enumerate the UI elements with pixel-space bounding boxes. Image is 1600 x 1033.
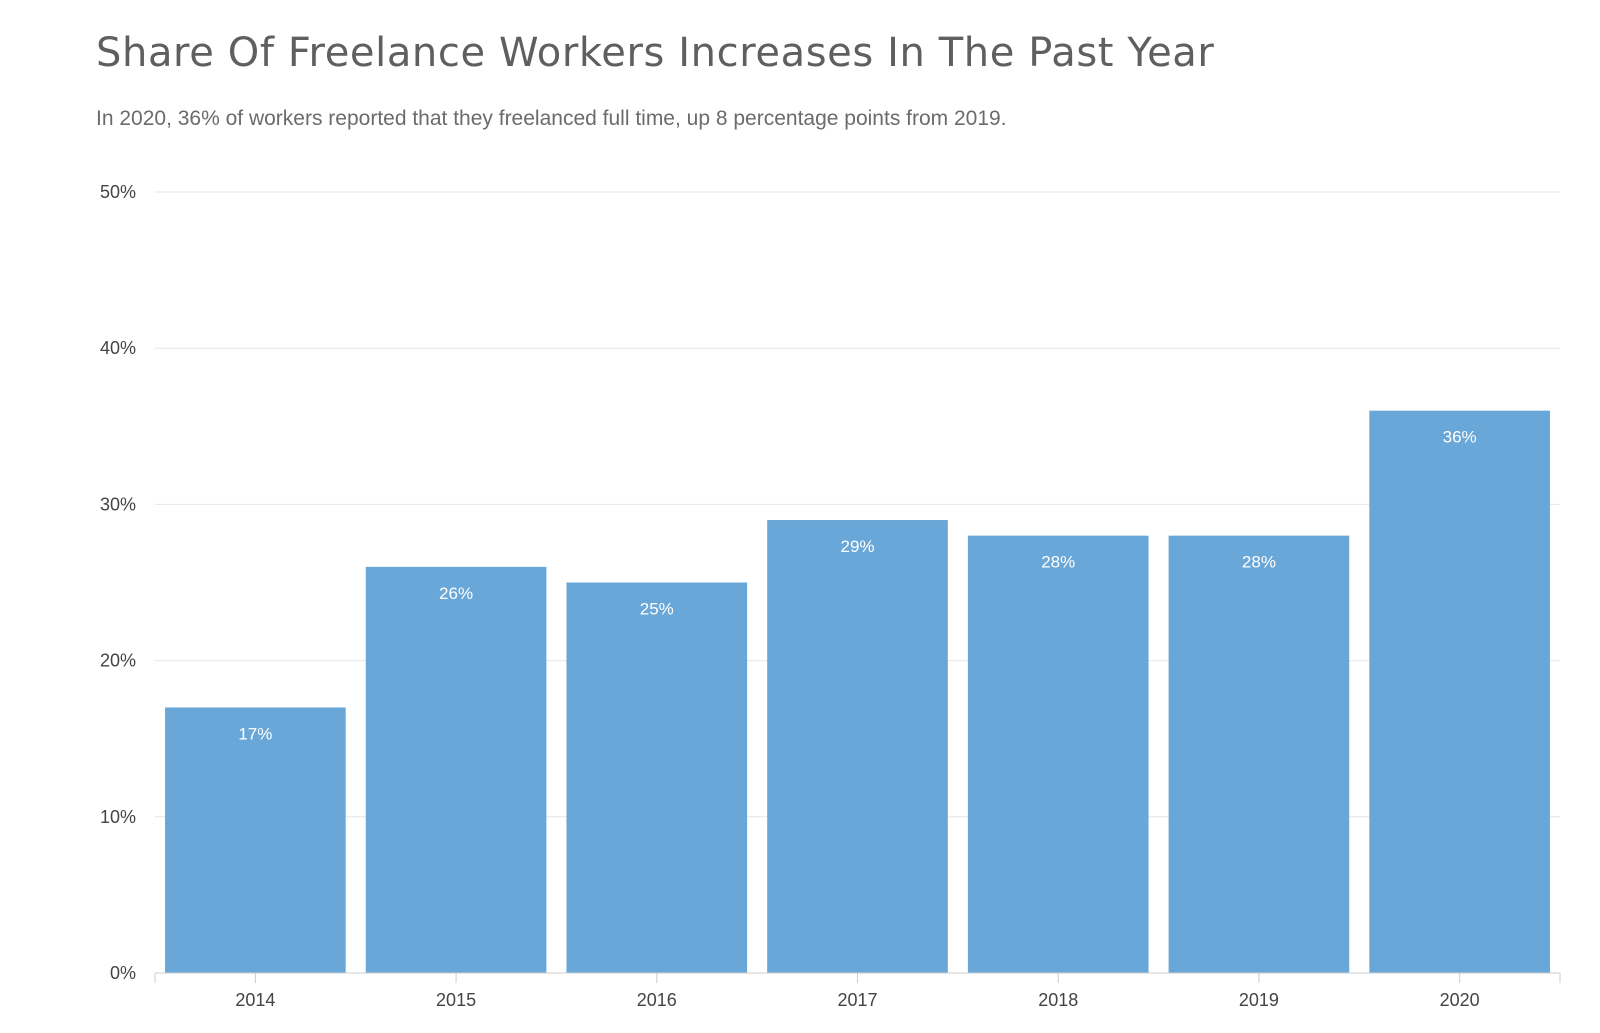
bar <box>165 707 346 973</box>
x-tick-label: 2014 <box>235 990 275 1010</box>
bars <box>165 410 1550 973</box>
x-tick-label: 2017 <box>837 990 877 1010</box>
data-label: 29% <box>840 537 874 556</box>
x-tick-label: 2015 <box>436 990 476 1010</box>
x-axis-tick-labels: 2014 2015 2016 2017 2018 2019 2020 <box>235 990 1479 1010</box>
chart-title: Share Of Freelance Workers Increases In … <box>96 30 1215 76</box>
y-tick-label: 0% <box>110 963 136 983</box>
y-tick-label: 10% <box>100 807 136 827</box>
data-label: 25% <box>640 600 674 619</box>
y-tick-label: 40% <box>100 338 136 358</box>
x-tick-label: 2018 <box>1038 990 1078 1010</box>
y-axis-tick-labels: 0% 10% 20% 30% 40% 50% <box>100 182 136 983</box>
data-labels: 17% 26% 25% 29% 28% 28% 36% <box>238 428 1476 744</box>
bar <box>967 535 1149 973</box>
x-tick-label: 2020 <box>1440 990 1480 1010</box>
bar <box>365 566 547 973</box>
chart-subtitle: In 2020, 36% of workers reported that th… <box>96 107 1007 130</box>
data-label: 28% <box>1242 553 1276 572</box>
x-tick-label: 2016 <box>637 990 677 1010</box>
y-tick-label: 20% <box>100 651 136 671</box>
data-label: 36% <box>1443 428 1477 447</box>
data-label: 17% <box>238 724 272 743</box>
data-label: 26% <box>439 584 473 603</box>
data-label: 28% <box>1041 553 1075 572</box>
x-tick-label: 2019 <box>1239 990 1279 1010</box>
bar <box>1369 410 1550 973</box>
y-tick-label: 50% <box>100 182 136 202</box>
y-tick-label: 30% <box>100 494 136 514</box>
x-axis <box>154 972 1561 983</box>
bar <box>1168 535 1350 973</box>
bar <box>566 582 748 973</box>
bar <box>767 520 948 973</box>
